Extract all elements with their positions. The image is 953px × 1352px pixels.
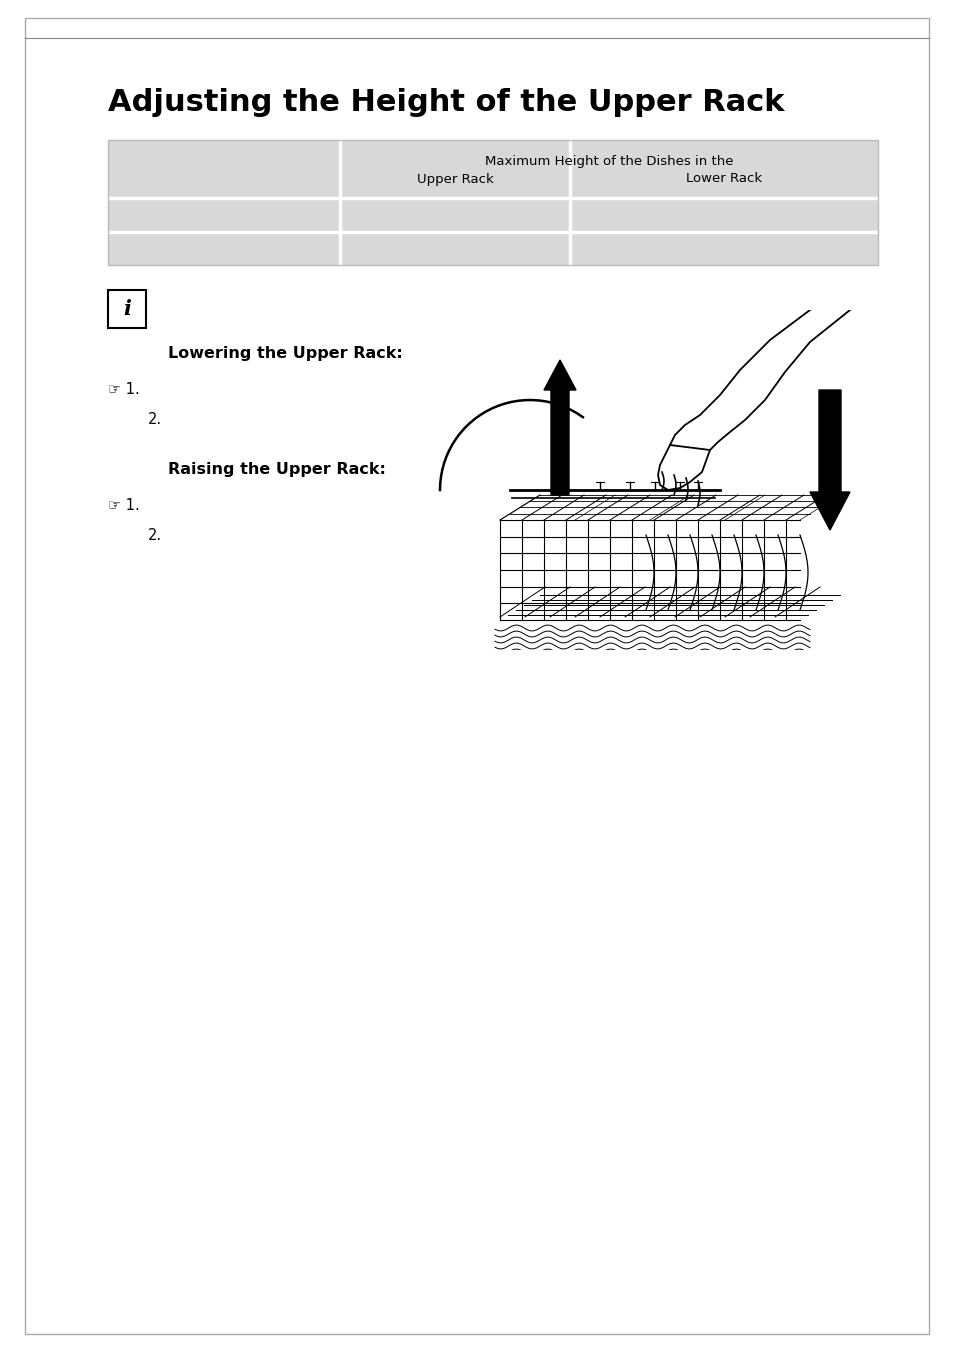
Text: Lower Rack: Lower Rack: [685, 173, 761, 185]
Bar: [108, 289, 146, 329]
Text: Raising the Upper Rack:: Raising the Upper Rack:: [168, 462, 385, 477]
Text: ☞ 1.: ☞ 1.: [108, 383, 139, 397]
Bar: [108, 141, 877, 265]
Text: i: i: [123, 299, 131, 319]
Text: ☞ 1.: ☞ 1.: [108, 498, 139, 512]
FancyArrow shape: [809, 389, 849, 530]
Text: Upper Rack: Upper Rack: [416, 173, 493, 185]
Text: Adjusting the Height of the Upper Rack: Adjusting the Height of the Upper Rack: [108, 88, 783, 118]
Text: 2.: 2.: [148, 529, 162, 544]
Text: 2.: 2.: [148, 412, 162, 427]
Bar: [108, 141, 877, 265]
Text: Lowering the Upper Rack:: Lowering the Upper Rack:: [168, 346, 402, 361]
FancyArrow shape: [543, 360, 576, 495]
Text: Maximum Height of the Dishes in the: Maximum Height of the Dishes in the: [484, 154, 733, 168]
